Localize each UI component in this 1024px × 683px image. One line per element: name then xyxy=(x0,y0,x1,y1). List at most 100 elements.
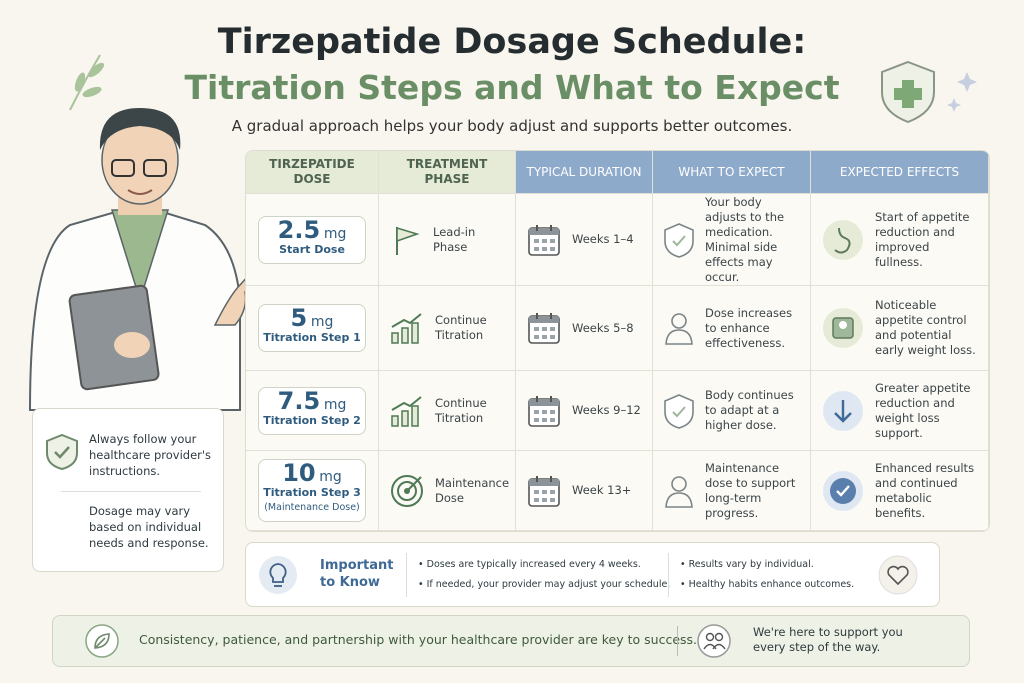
icon-part xyxy=(671,313,687,329)
icon-part xyxy=(542,497,547,502)
title-line-2: Titration Steps and What to Expect xyxy=(184,68,840,107)
point: • Healthy habits enhance outcomes. xyxy=(680,579,855,590)
point: • If needed, your provider may adjust yo… xyxy=(418,579,671,590)
icon-part xyxy=(529,316,559,323)
icon-part xyxy=(542,238,547,243)
icon-part xyxy=(703,643,726,650)
effects-cell: Enhanced results and continued metabolic… xyxy=(811,451,989,531)
icon-part xyxy=(534,335,539,339)
icon-part xyxy=(529,478,559,486)
divider xyxy=(677,626,678,656)
icon-part xyxy=(836,484,850,497)
duration: Weeks 9–12 xyxy=(572,403,641,417)
dose-cell: 5 mg Titration Step 1 xyxy=(246,286,379,371)
icon-part xyxy=(68,284,160,391)
point: • Doses are typically increased every 4 … xyxy=(418,559,641,570)
icon-part xyxy=(82,86,102,98)
doctor-illustration xyxy=(28,108,263,411)
icon-part xyxy=(401,409,409,427)
column-header: WHAT TO EXPECT xyxy=(653,151,811,194)
effects-cell: Greater appetite reduction and weight lo… xyxy=(811,371,989,451)
icon-part xyxy=(69,54,101,111)
dose-line: 7.5 mg xyxy=(259,389,365,413)
icon-part xyxy=(550,327,555,331)
icon xyxy=(396,226,420,255)
point: • Results vary by individual. xyxy=(680,559,814,570)
icon-part xyxy=(534,409,539,414)
icon-part xyxy=(878,555,918,595)
icon-part xyxy=(411,404,419,427)
dose-value: 7.5 xyxy=(277,386,321,415)
icon xyxy=(823,219,863,260)
dose-unit: mg xyxy=(319,469,342,485)
icon-part xyxy=(99,108,181,150)
icon-part xyxy=(671,475,687,492)
icon xyxy=(665,313,693,345)
effects: Start of appetite reduction and improved… xyxy=(875,209,970,269)
dose-line: 5 mg xyxy=(259,306,365,330)
dose-step: Titration Step 3 xyxy=(263,486,361,499)
icon xyxy=(528,395,560,427)
icon xyxy=(391,474,423,507)
icon-part xyxy=(534,238,539,243)
dose-value: 10 xyxy=(282,459,316,487)
column-header: TIRZEPATIDE DOSE xyxy=(246,151,379,194)
icon-part xyxy=(94,633,110,649)
duration-cell: Week 13+ xyxy=(516,451,653,531)
point-text: Results vary by individual. xyxy=(688,559,814,570)
expectation-cell: Your body adjusts to the medication. Min… xyxy=(653,194,811,286)
expectation: Maintenance dose to support long-term pr… xyxy=(705,460,796,520)
icon-part xyxy=(391,313,422,328)
icon xyxy=(391,313,422,344)
phase-cell: Maintenance Dose xyxy=(379,451,516,531)
icon xyxy=(664,393,694,429)
heart-icon xyxy=(878,555,918,595)
phase: Continue Titration xyxy=(435,313,487,342)
icon-part xyxy=(834,399,852,423)
dose-cell: 7.5 mg Titration Step 2 xyxy=(246,371,379,451)
icon-part xyxy=(401,327,409,344)
duration: Weeks 1–4 xyxy=(572,232,634,246)
column-header: EXPECTED EFFECTS xyxy=(811,151,989,194)
icon-part xyxy=(406,475,422,492)
lightbulb-icon xyxy=(259,556,297,594)
phase: Continue Titration xyxy=(435,395,487,425)
icon-part xyxy=(664,222,694,258)
icon-part xyxy=(542,327,547,331)
duration-cell: Weeks 9–12 xyxy=(516,371,653,451)
icon-part xyxy=(46,433,78,471)
people-icon xyxy=(697,624,731,658)
dose-value: 5 xyxy=(290,304,308,332)
dosage-table: TIRZEPATIDE DOSE TREATMENT PHASE TYPICAL D… xyxy=(245,150,990,532)
icon-part xyxy=(550,409,555,414)
icon-part xyxy=(529,227,559,235)
shield-check-icon xyxy=(46,433,78,471)
icon-part xyxy=(534,497,539,502)
icon-part xyxy=(894,88,922,100)
icon-part xyxy=(529,398,559,406)
icon-part xyxy=(672,234,686,246)
icon-part xyxy=(111,159,135,177)
phase-cell: Continue Titration xyxy=(379,286,516,371)
point-text: Healthy habits enhance outcomes. xyxy=(688,579,855,590)
icon-part xyxy=(391,474,423,507)
shield-icon xyxy=(881,60,935,124)
icon-part xyxy=(534,327,539,331)
side-notes: Always follow your healthcare provider's… xyxy=(32,408,224,572)
icon xyxy=(528,313,560,344)
icon-part xyxy=(697,624,731,658)
icon-part xyxy=(550,246,555,251)
icon-part xyxy=(550,417,555,422)
icon xyxy=(823,390,863,431)
icon-part xyxy=(534,489,555,502)
icon-part xyxy=(114,332,150,358)
icon-part xyxy=(957,72,977,92)
icon-part xyxy=(127,189,153,195)
column-header: TREATMENT PHASE xyxy=(379,151,516,194)
icon-part xyxy=(550,335,555,339)
dose-cell: 2.5 mg Start Dose xyxy=(246,194,379,286)
effects: Enhanced results and continued metabolic… xyxy=(875,460,975,520)
icon-part xyxy=(259,556,297,594)
icon xyxy=(391,395,422,427)
icon-part xyxy=(665,329,693,345)
